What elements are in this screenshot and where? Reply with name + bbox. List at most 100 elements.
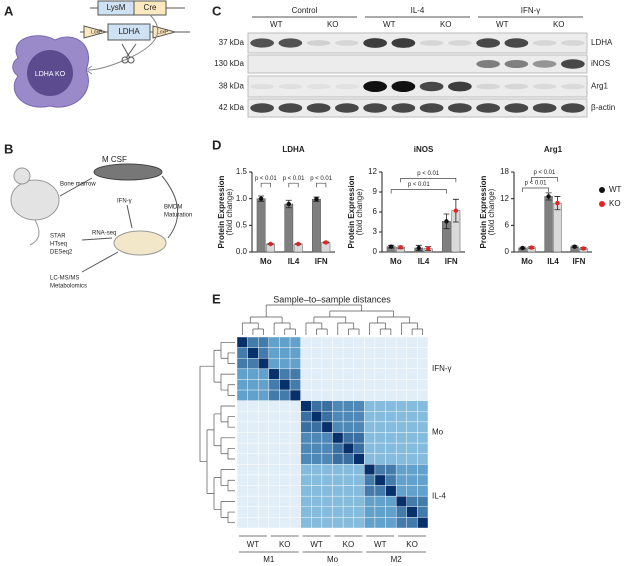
pipeline: HTseq xyxy=(50,242,67,248)
heatmap-cell xyxy=(321,347,333,359)
heatmap-cell xyxy=(247,336,259,348)
blot-strip xyxy=(247,98,588,118)
blot-band xyxy=(504,38,529,48)
heatmap-cell xyxy=(236,368,248,380)
blot-band xyxy=(391,81,416,92)
heatmap-cell xyxy=(268,432,280,444)
heatmap-cell xyxy=(247,411,259,423)
blot-band xyxy=(504,83,529,90)
dendrogram xyxy=(227,511,235,524)
mean-dot xyxy=(416,245,421,251)
heatmap-cell xyxy=(311,495,323,507)
blot-band xyxy=(532,103,557,113)
mean-dot xyxy=(444,219,449,224)
y-tick-label: 0 xyxy=(373,247,378,256)
heatmap-cell xyxy=(395,389,407,401)
heatmap-cell xyxy=(332,442,344,454)
heatmap-cell xyxy=(417,368,429,380)
genotype-label: KO xyxy=(343,540,355,549)
chart-title: iNOS xyxy=(414,145,434,154)
heatmap-cell xyxy=(395,400,407,412)
heatmap-cell xyxy=(279,368,291,380)
y-tick-label: 6 xyxy=(505,220,510,229)
blot-band xyxy=(561,83,585,90)
mouse xyxy=(10,179,60,221)
heatmap-cell xyxy=(364,411,376,423)
heatmap-cell xyxy=(300,432,312,444)
heatmap-cell xyxy=(289,336,301,348)
heatmap-cell xyxy=(279,485,291,497)
heatmap-cell xyxy=(406,358,418,370)
heatmap-cell xyxy=(268,506,280,518)
blot-strip xyxy=(247,54,588,74)
heatmap-cell xyxy=(268,347,280,359)
mean-dot xyxy=(426,246,431,251)
heatmap-cell xyxy=(300,336,312,348)
dendrogram xyxy=(227,448,235,460)
heatmap-cell xyxy=(311,368,323,380)
heatmap-cell xyxy=(289,379,301,391)
cell-label: LDHA KO xyxy=(35,71,66,78)
y-axis-label: (fold change) xyxy=(225,188,234,235)
heatmap-cell xyxy=(279,506,291,518)
heatmap-cell xyxy=(417,485,429,497)
treatment-label: IL-4 xyxy=(411,6,425,15)
heatmap-cell xyxy=(406,474,418,486)
heatmap-cell xyxy=(321,432,333,444)
heatmap-cell xyxy=(385,517,397,529)
heatmap-cell xyxy=(364,379,376,391)
panel-label: C xyxy=(212,3,222,18)
legend-dot xyxy=(599,187,605,193)
p-value: p < 0.01 xyxy=(417,171,440,177)
kda-label: 38 kDa xyxy=(219,82,245,91)
heatmap-cell xyxy=(374,453,386,465)
y-tick-label: 18 xyxy=(500,167,509,176)
heatmap-cell xyxy=(374,347,386,359)
y-tick-label: 0 xyxy=(505,247,510,256)
ldha-box xyxy=(107,23,151,41)
heatmap-cell xyxy=(321,336,333,348)
heatmap-cell xyxy=(258,400,270,412)
heatmap-cell xyxy=(385,474,397,486)
heatmap-cell xyxy=(342,358,354,370)
heatmap-cell xyxy=(374,442,386,454)
blot-band xyxy=(561,59,585,69)
dendrogram xyxy=(377,316,410,323)
heatmap-cell xyxy=(364,517,376,529)
heatmap-cell xyxy=(342,347,354,359)
mean-dot xyxy=(258,196,264,201)
panel-label: A xyxy=(4,3,14,18)
panel-label: E xyxy=(212,291,221,306)
blot-band xyxy=(532,60,557,68)
heatmap-cell xyxy=(247,389,259,401)
heatmap-cell xyxy=(258,506,270,518)
mean-dot xyxy=(314,197,319,202)
dendrogram xyxy=(379,328,392,335)
ldha-text: LDHA xyxy=(118,27,140,36)
heatmap-cell xyxy=(374,421,386,433)
genotype-label: WT xyxy=(270,20,283,29)
heatmap-cell xyxy=(406,506,418,518)
heatmap-cell xyxy=(332,485,344,497)
significance-bracket xyxy=(260,182,271,188)
dendrogram xyxy=(241,322,259,335)
genotype-label: WT xyxy=(374,540,387,549)
significance-bracket xyxy=(531,177,558,182)
heatmap-cell xyxy=(289,347,301,359)
blot-band xyxy=(278,38,303,48)
y-tick-label: 12 xyxy=(368,167,377,176)
heatmap-cell xyxy=(247,474,259,486)
dendrogram xyxy=(227,479,235,492)
heatmap-cell xyxy=(406,400,418,412)
heatmap-cell xyxy=(258,442,270,454)
mean-dot xyxy=(520,245,525,251)
heatmap-cell xyxy=(406,453,418,465)
heatmap-cell xyxy=(342,411,354,423)
blot-band xyxy=(278,103,303,113)
rna-seq: RNA-seq xyxy=(92,231,116,237)
heatmap-cell xyxy=(247,485,259,497)
maturation: Maturation xyxy=(164,213,192,219)
dish xyxy=(113,230,167,256)
y-tick-label: 6 xyxy=(373,207,378,216)
heatmap-cell xyxy=(342,442,354,454)
